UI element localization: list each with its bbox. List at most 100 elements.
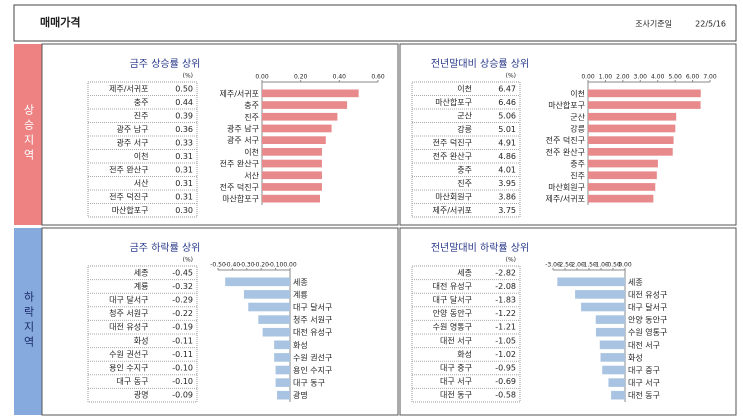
x-tick-label: -0.20 xyxy=(253,262,269,269)
bar xyxy=(225,277,290,287)
table-name: 대구 중구 xyxy=(440,364,472,373)
panel-title: 전년말대비 상승률 상위 xyxy=(431,57,529,70)
table-name: 전주 완산구 xyxy=(433,151,472,161)
table-value: 0.39 xyxy=(175,111,193,120)
bar xyxy=(248,302,290,312)
bar-label: 전주 덕진구 xyxy=(220,182,259,192)
bar xyxy=(275,378,290,387)
x-tick-label: -1.50 xyxy=(581,262,597,269)
bar xyxy=(600,353,625,362)
table-value: 6.47 xyxy=(498,84,516,93)
x-tick-label: 0.00 xyxy=(618,262,632,269)
table-name: 광주 서구 xyxy=(117,137,149,147)
table-name: 광명 xyxy=(134,390,149,400)
bar-label: 대전 유성구 xyxy=(628,289,667,299)
table-value: -0.10 xyxy=(172,377,193,386)
bar xyxy=(262,89,359,98)
table-name: 전주 덕진구 xyxy=(109,191,148,201)
bar-label: 전주 완산구 xyxy=(220,159,259,169)
bar xyxy=(599,340,625,350)
bar xyxy=(588,101,701,109)
bar xyxy=(262,194,320,203)
table-name: 청주 서원구 xyxy=(109,309,148,318)
table-value: -0.29 xyxy=(172,296,193,305)
bar-label: 화성 xyxy=(628,353,643,362)
table-name: 광주 남구 xyxy=(117,124,149,134)
table-name: 군산 xyxy=(457,110,472,120)
table-name: 이천 xyxy=(457,83,472,93)
bar-label: 청주 서원구 xyxy=(293,316,332,325)
bar xyxy=(588,89,701,98)
table-name: 수원 권선구 xyxy=(109,349,148,359)
bar xyxy=(277,390,290,400)
table-name: 충주 xyxy=(457,165,472,174)
table-name: 이천 xyxy=(134,151,149,161)
bar xyxy=(262,148,322,156)
table-value: 3.75 xyxy=(498,206,516,215)
bar xyxy=(274,353,290,362)
table-name: 마산합포구 xyxy=(435,97,472,107)
table-value: -2.82 xyxy=(495,268,516,277)
table-value: 4.86 xyxy=(498,152,516,161)
bar-label: 진주 xyxy=(244,112,259,122)
bar-label: 수원 권선구 xyxy=(293,352,332,362)
table-name: 전주 완산구 xyxy=(109,164,148,174)
bar xyxy=(557,277,625,287)
table-name: 대구 서구 xyxy=(440,377,472,386)
table-value: 0.31 xyxy=(175,152,193,161)
bar xyxy=(595,327,625,337)
bar-label: 충주 xyxy=(244,101,259,110)
bar xyxy=(262,327,290,337)
bar xyxy=(608,378,625,387)
bar xyxy=(243,290,290,299)
table-name: 강릉 xyxy=(457,124,472,134)
bar xyxy=(275,365,290,375)
table-value: 6.46 xyxy=(498,98,516,107)
table-value: -0.32 xyxy=(172,282,193,291)
bar-label: 화성 xyxy=(293,341,308,350)
table-value: 4.01 xyxy=(498,165,516,174)
bar-label: 서산 xyxy=(244,170,259,180)
bar-label: 대전 유성구 xyxy=(293,327,332,337)
bar-label: 대구 달서구 xyxy=(293,303,332,312)
unit: (%) xyxy=(183,73,193,80)
table-name: 대구 달서구 xyxy=(109,296,148,305)
table-value: 3.95 xyxy=(498,179,516,188)
table-value: 0.50 xyxy=(175,84,193,93)
x-tick-label: 6.00 xyxy=(686,74,700,81)
table-value: 0.31 xyxy=(175,192,193,201)
bar-label: 대구 달서구 xyxy=(628,303,667,312)
bar-label: 대구 중구 xyxy=(628,366,660,375)
bar-label: 세종 xyxy=(293,278,308,287)
table-name: 대구 달서구 xyxy=(433,296,472,305)
bar xyxy=(588,159,658,168)
bar-label: 광주 남구 xyxy=(227,123,259,133)
bar-label: 용인 수지구 xyxy=(293,365,332,375)
bar-label: 제주/서귀포 xyxy=(546,194,586,204)
x-tick-label: -2.50 xyxy=(557,262,573,269)
bar xyxy=(595,315,625,324)
bar xyxy=(611,390,625,400)
bar-label: 마산회원구 xyxy=(548,182,585,192)
panel-title: 금주 하락률 상위 xyxy=(130,241,201,254)
section-label-bg xyxy=(14,228,42,415)
table-value: 5.01 xyxy=(498,125,516,134)
bar xyxy=(581,302,625,312)
bar-label: 이천 xyxy=(244,147,259,157)
table-value: 0.30 xyxy=(175,206,193,215)
x-tick-label: -2.00 xyxy=(569,262,585,269)
table-name: 대전 동구 xyxy=(440,390,472,400)
x-tick-label: -0.10 xyxy=(268,262,284,269)
table-value: -0.69 xyxy=(495,377,516,386)
table-value: 4.91 xyxy=(498,138,516,147)
bar xyxy=(258,315,290,324)
x-tick-label: -3.00 xyxy=(545,262,561,269)
table-name: 전주 덕진구 xyxy=(433,137,472,147)
bar xyxy=(262,171,322,180)
table-name: 진주 xyxy=(134,110,149,120)
x-tick-label: 0.00 xyxy=(283,262,297,269)
table-value: 0.36 xyxy=(175,125,193,134)
table-value: 0.33 xyxy=(175,138,193,147)
bar xyxy=(588,124,676,133)
x-tick-label: 0.20 xyxy=(294,74,308,81)
